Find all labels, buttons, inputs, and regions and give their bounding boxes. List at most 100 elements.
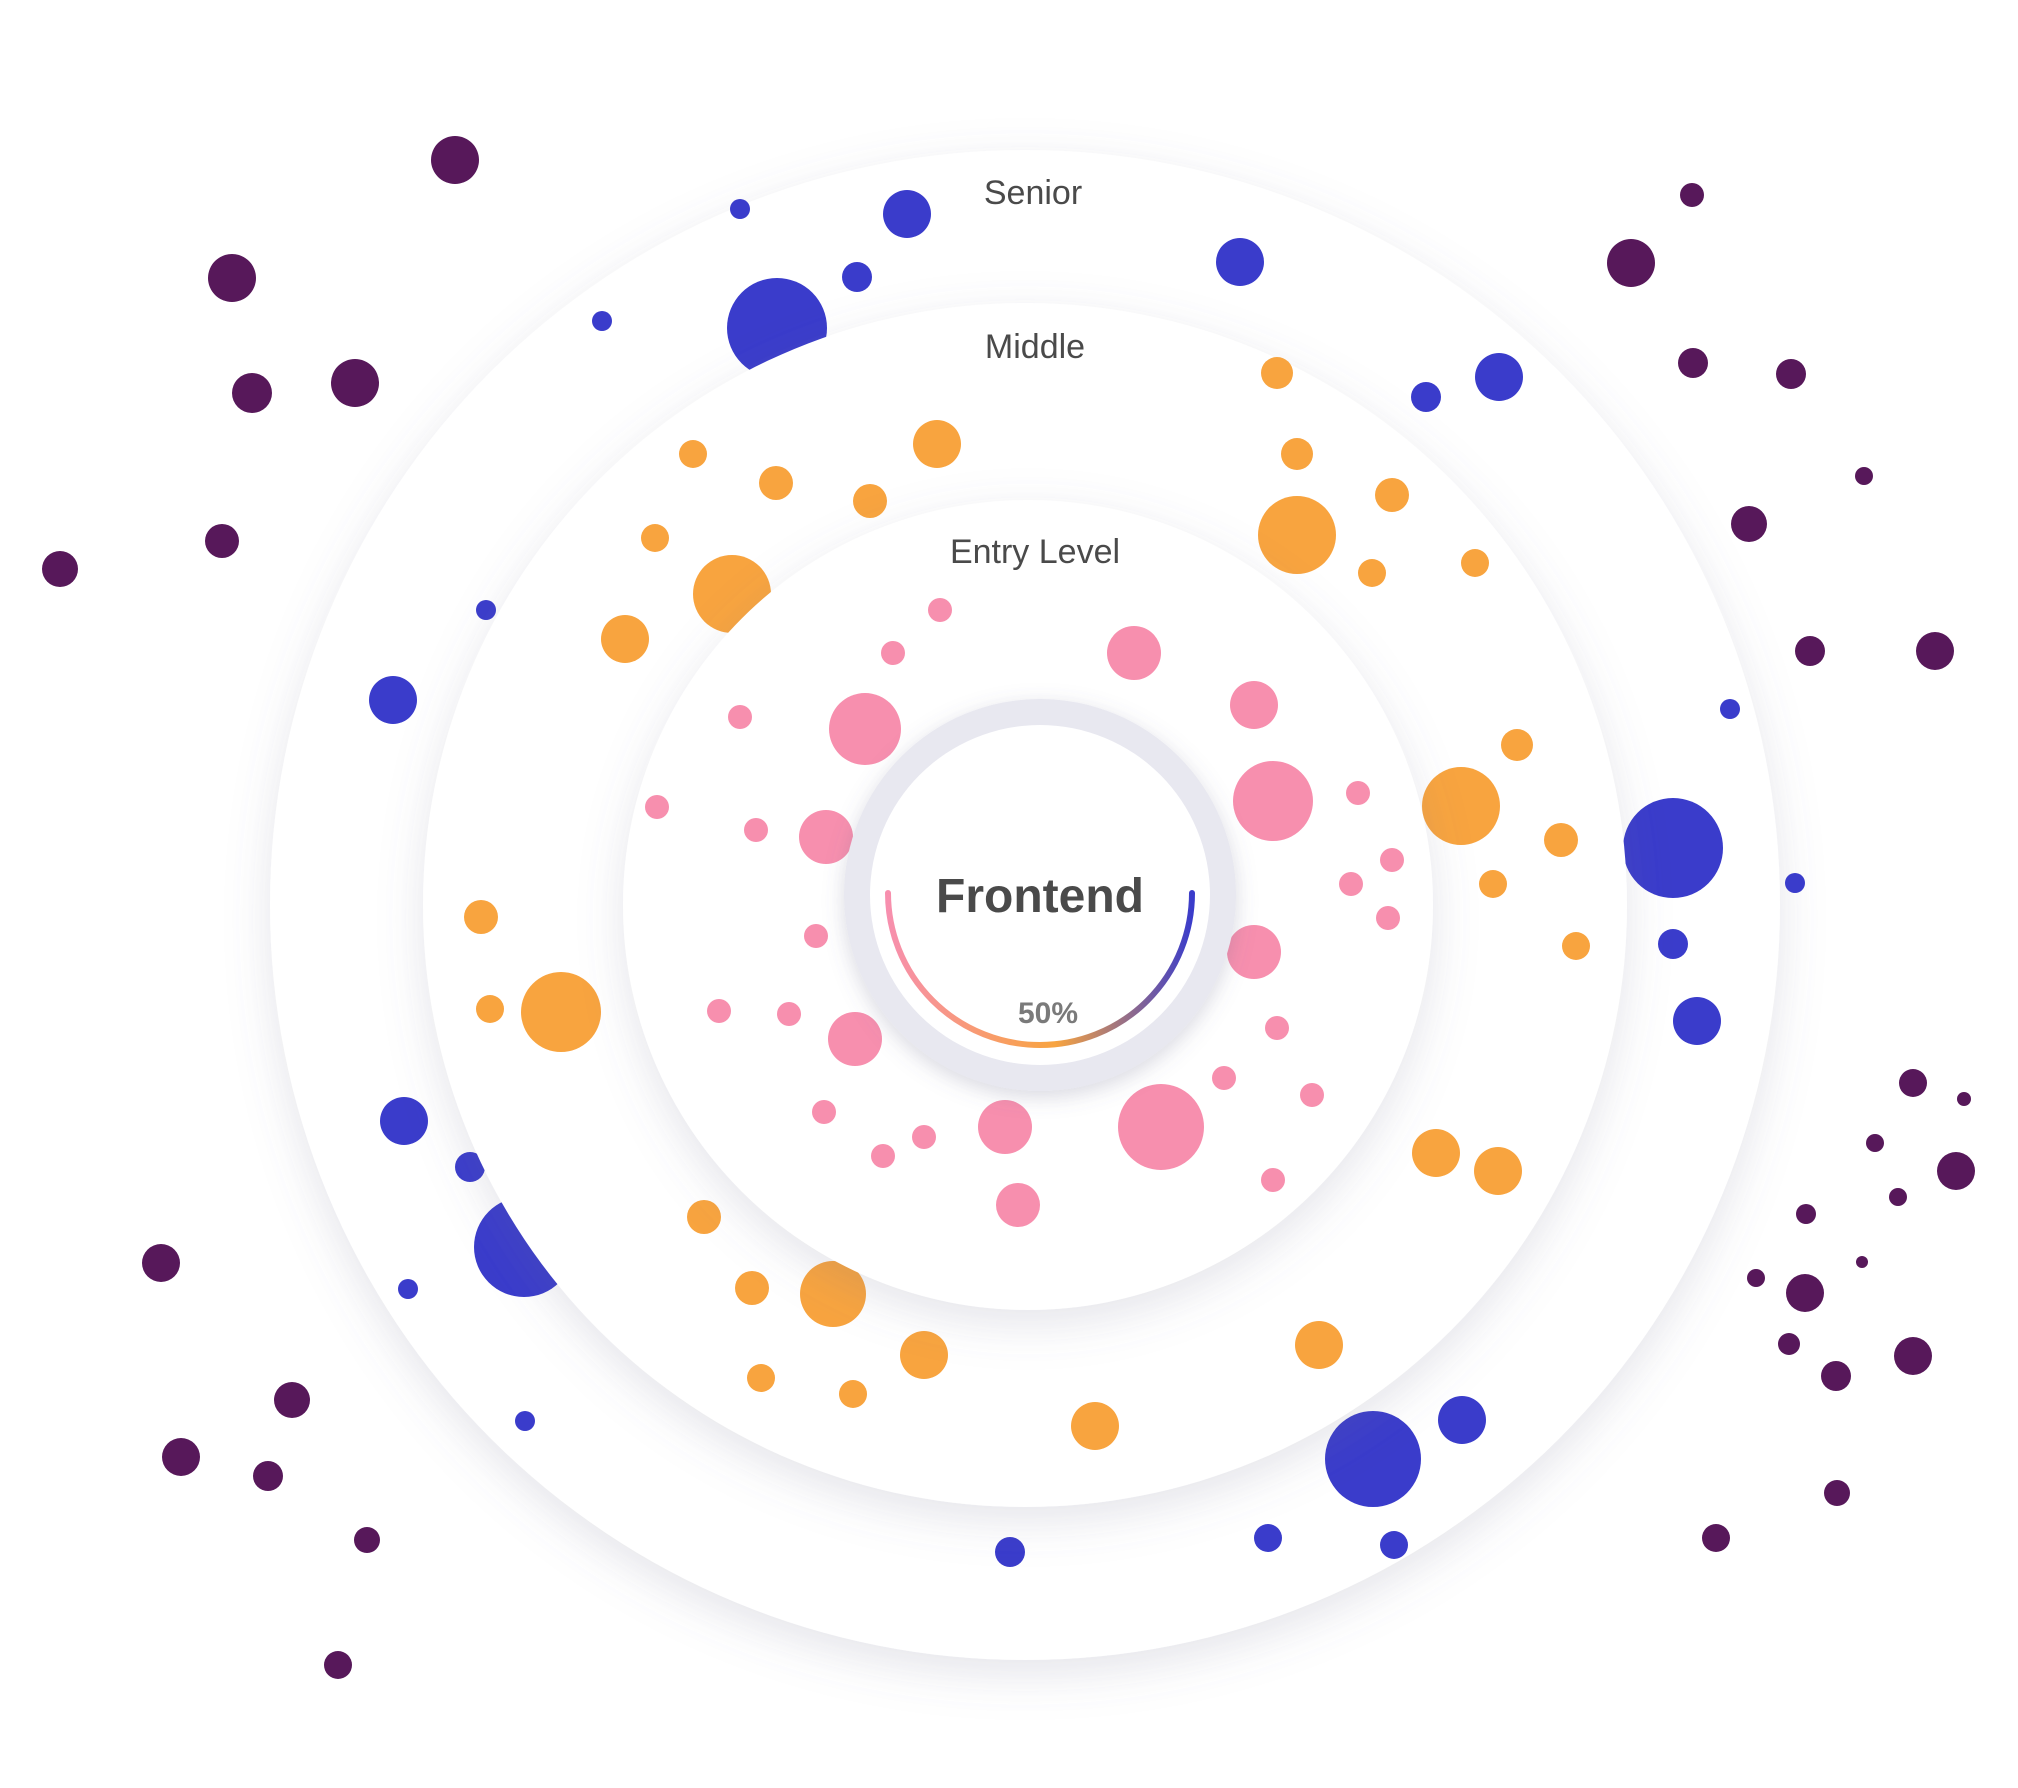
senior-dot [369,676,417,724]
entry-dot [871,1144,895,1168]
center-disc [870,725,1210,1065]
entry-dot [1107,626,1161,680]
outside-dot [253,1461,283,1491]
outside-dot [1889,1188,1907,1206]
center-title: Frontend [936,870,1144,923]
entry-dot [1227,925,1281,979]
middle-dot [735,1271,769,1305]
middle-dots [464,357,1590,1450]
outside-dot [1776,359,1806,389]
outside-dot [1731,506,1767,542]
middle-dot [464,900,498,934]
outside-dot [1866,1134,1884,1152]
middle-dot [1544,823,1578,857]
progress-percent: 50% [1018,997,1078,1030]
senior-dot [883,190,931,238]
entry-dot [881,641,905,665]
entry-dot [728,705,752,729]
entry-dot [645,795,669,819]
outside-dot [42,551,78,587]
outside-dot [1899,1069,1927,1097]
middle-dot [1479,870,1507,898]
middle-dot [1422,767,1500,845]
middle-dot [1295,1321,1343,1369]
outside-dots [42,136,1975,1679]
middle-dot [900,1331,948,1379]
entry-dot [1212,1066,1236,1090]
entry-dot [1346,781,1370,805]
outside-dot [1821,1361,1851,1391]
entry-dot [1118,1084,1204,1170]
entry-dot [928,598,952,622]
middle-dot [1358,559,1386,587]
middle-dot [641,524,669,552]
outside-dot [324,1651,352,1679]
outside-dot [1855,467,1873,485]
middle-dot [1258,496,1336,574]
senior-dot [592,311,612,331]
outside-dot [1937,1152,1975,1190]
middle-dot [679,440,707,468]
entry-dot [1265,1016,1289,1040]
entry-dot [912,1125,936,1149]
outside-dot [431,136,479,184]
outside-dot [1796,1204,1816,1224]
entry-dots [645,598,1404,1227]
outside-dot [1778,1333,1800,1355]
middle-dot [853,484,887,518]
middle-dot [1071,1402,1119,1450]
middle-dot [1261,357,1293,389]
middle-dot [1501,729,1533,761]
senior-dot [1720,699,1740,719]
senior-dot [1475,353,1523,401]
senior-dot [1380,1531,1408,1559]
middle-dot [747,1364,775,1392]
senior-dot [1216,238,1264,286]
senior-dot [515,1411,535,1431]
outside-dot [1916,632,1954,670]
middle-dot [687,1200,721,1234]
entry-dot [799,810,853,864]
outside-dot [205,524,239,558]
senior-dot [476,600,496,620]
middle-dot [1412,1129,1460,1177]
senior-dot [1623,798,1723,898]
middle-dot [1461,549,1489,577]
outside-dot [354,1527,380,1553]
middle-dot [1281,438,1313,470]
senior-dot [1785,873,1805,893]
entry-dot [1300,1083,1324,1107]
middle-dot [1562,932,1590,960]
entry-dot [1230,681,1278,729]
middle-dot [759,466,793,500]
senior-dot [1325,1411,1421,1507]
senior-dot [455,1152,485,1182]
senior-dot [1658,929,1688,959]
entry-dot [978,1100,1032,1154]
middle-dot [521,972,601,1052]
outside-dot [1702,1524,1730,1552]
senior-dot [730,199,750,219]
middle-dot [800,1261,866,1327]
middle-dot [476,995,504,1023]
outside-dot [1894,1337,1932,1375]
entry-dot [812,1100,836,1124]
entry-dot [744,818,768,842]
senior-dot [398,1279,418,1299]
senior-label: Senior [984,174,1082,212]
middle-dot [1375,478,1409,512]
outside-dot [1795,636,1825,666]
progress-gauge-arc [885,890,1195,1048]
outside-dot [1786,1274,1824,1312]
outside-dot [1957,1092,1971,1106]
outside-dot [331,359,379,407]
entry-dot [829,693,901,765]
outside-dot [208,254,256,302]
entry-dot [996,1183,1040,1227]
middle-dot [913,420,961,468]
middle-label: Middle [985,328,1085,366]
middle-dot [839,1380,867,1408]
entry-dot [1261,1168,1285,1192]
entry-level-label: Entry Level [950,533,1120,571]
